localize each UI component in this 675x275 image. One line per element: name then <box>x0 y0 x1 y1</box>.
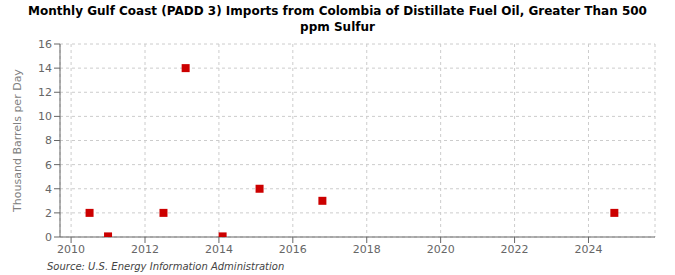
svg-text:2: 2 <box>45 207 52 220</box>
svg-text:2016: 2016 <box>279 243 307 256</box>
svg-text:2012: 2012 <box>131 243 159 256</box>
html-text:ppm Sulfur: ppm Sulfur <box>300 20 375 34</box>
html-text:Source: U.S. Energy Informatio: Source: U.S. Energy Information Administ… <box>47 261 285 272</box>
svg-text:2010: 2010 <box>57 243 85 256</box>
svg-text:2014: 2014 <box>205 243 233 256</box>
svg-text:16: 16 <box>38 38 52 51</box>
svg-text:2018: 2018 <box>353 243 381 256</box>
svg-text:8: 8 <box>45 134 52 147</box>
svg-text:4: 4 <box>45 183 52 196</box>
svg-text:14: 14 <box>38 62 52 75</box>
svg-text:6: 6 <box>45 159 52 172</box>
html-text:Monthly Gulf Coast (PADD 3) Im: Monthly Gulf Coast (PADD 3) Imports from… <box>28 4 647 18</box>
svg-text:10: 10 <box>38 110 52 123</box>
svg-text:0: 0 <box>45 231 52 244</box>
svg-text:Thousand Barrels per Day: Thousand Barrels per Day <box>11 69 24 213</box>
svg-text:12: 12 <box>38 86 52 99</box>
svg-text:2022: 2022 <box>501 243 529 256</box>
svg-text:2020: 2020 <box>427 243 455 256</box>
svg-text:2024: 2024 <box>574 243 602 256</box>
